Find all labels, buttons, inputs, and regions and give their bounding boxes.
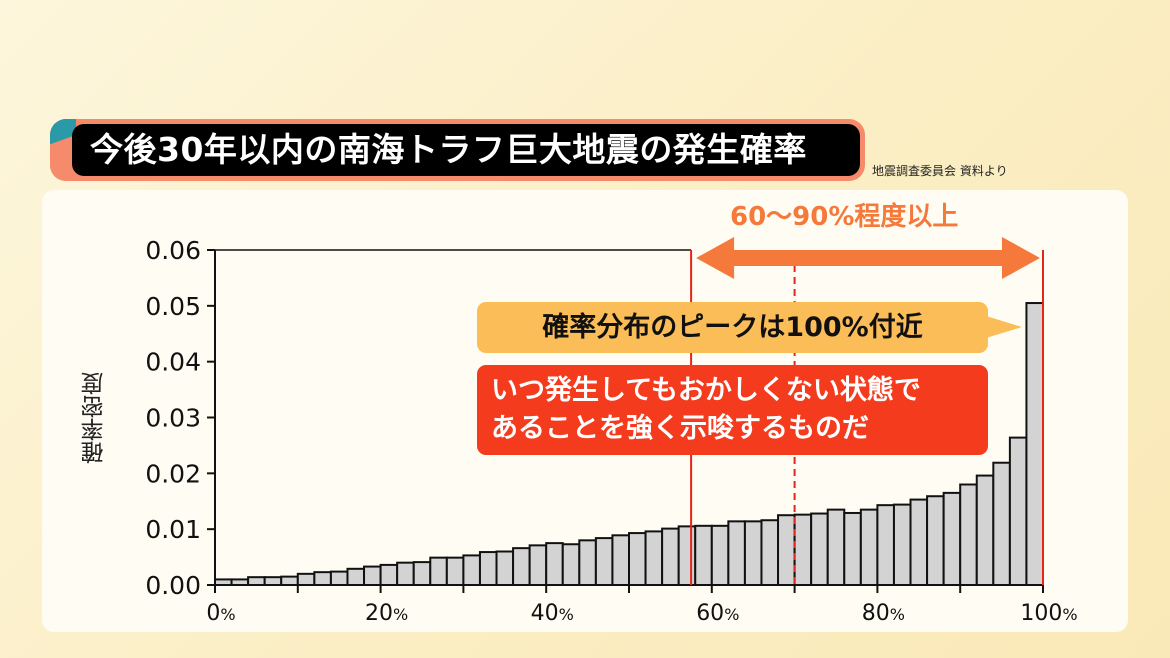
histogram-bar — [445, 556, 465, 586]
histogram-bar — [909, 498, 929, 587]
histogram-bar — [329, 570, 349, 586]
peak-callout: 確率分布のピークは100%付近 — [477, 302, 1022, 353]
histogram-bar — [859, 508, 879, 586]
histogram-bar — [826, 508, 846, 586]
source-note: 地震調査委員会 資料より — [872, 164, 1008, 178]
y-tick-label: 0.00 — [145, 571, 201, 600]
histogram-bar — [1025, 302, 1044, 586]
histogram-bar — [959, 483, 978, 586]
histogram-bar — [495, 550, 515, 586]
histogram-bar — [694, 524, 713, 586]
histogram-bar — [677, 525, 697, 586]
histogram-bar — [561, 543, 581, 586]
histogram-bar — [280, 575, 299, 586]
histogram-bar — [942, 491, 962, 586]
histogram-bar — [843, 511, 862, 586]
histogram-bar — [644, 530, 664, 587]
histogram-bar — [429, 556, 448, 586]
y-tick-label: 0.04 — [145, 348, 201, 377]
histogram-bar — [478, 551, 498, 587]
histogram-bar — [462, 554, 481, 586]
x-tick-label: 100% — [1020, 601, 1077, 626]
histogram-bar — [611, 534, 631, 587]
title-accent-stripe — [50, 119, 76, 181]
x-tick-label: 40% — [531, 601, 574, 626]
histogram-bar — [975, 474, 995, 587]
histogram-bar — [545, 542, 564, 586]
histogram-bar — [743, 520, 763, 586]
y-axis-label: 確率密度 — [82, 372, 108, 464]
histogram-bar — [578, 539, 597, 586]
histogram-bar — [926, 495, 945, 587]
range-label: 60〜90%程度以上 — [730, 202, 959, 232]
histogram-bar — [710, 524, 730, 586]
histogram-bar — [992, 461, 1011, 587]
warning-line-1: いつ発生してもおかしくない状態で — [491, 375, 921, 406]
histogram-bar — [876, 504, 895, 586]
histogram-bar — [661, 527, 680, 587]
histogram-bar — [396, 561, 415, 587]
histogram-bar — [528, 544, 548, 587]
y-tick-label: 0.05 — [145, 292, 201, 321]
histogram-bar — [594, 537, 614, 586]
y-tick-label: 0.02 — [145, 459, 201, 488]
histogram-bar — [247, 576, 266, 587]
histogram-bar — [412, 561, 432, 587]
warning-line-2: あることを強く示唆するものだ — [491, 413, 869, 444]
histogram-bar — [760, 519, 780, 587]
histogram-bar — [892, 503, 912, 587]
peak-callout-text: 確率分布のピークは100%付近 — [542, 312, 923, 343]
callout-pointer — [986, 316, 1022, 338]
histogram-bar — [793, 513, 813, 587]
x-tick-label: 60% — [696, 601, 739, 626]
histogram-bar — [512, 547, 531, 587]
histogram-bar — [263, 576, 283, 587]
histogram-bar — [313, 571, 332, 586]
x-tick-label: 0% — [206, 601, 235, 626]
histogram-bar — [777, 514, 796, 586]
histogram-bar — [628, 532, 647, 587]
y-tick-label: 0.06 — [145, 236, 201, 265]
histogram-bar — [346, 567, 366, 587]
x-tick-label: 80% — [862, 601, 905, 626]
histogram-bar — [296, 572, 316, 586]
y-tick-label: 0.03 — [145, 404, 201, 433]
histogram-bar — [727, 520, 746, 586]
histogram-bar — [810, 512, 829, 586]
y-tick-label: 0.01 — [145, 515, 201, 544]
histogram-bar — [379, 563, 399, 587]
x-tick-label: 20% — [365, 601, 408, 626]
histogram-bar — [363, 565, 382, 587]
range-double-arrow — [696, 237, 1040, 279]
histogram-bar — [1008, 436, 1028, 586]
title-banner: 今後30年以内の南海トラフ巨大地震の発生確率 — [50, 119, 865, 181]
warning-callout: いつ発生してもおかしくない状態で あることを強く示唆するものだ — [477, 365, 988, 455]
chart-title: 今後30年以内の南海トラフ巨大地震の発生確率 — [72, 124, 860, 176]
